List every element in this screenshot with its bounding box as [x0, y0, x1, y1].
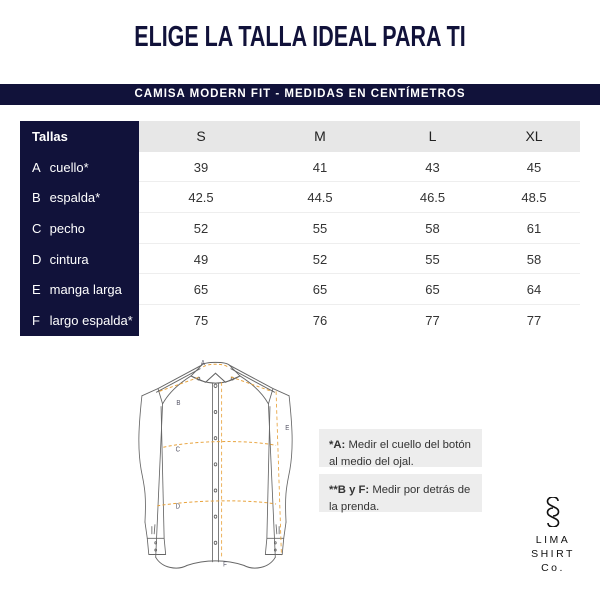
- svg-text:C: C: [176, 446, 181, 454]
- svg-text:F: F: [223, 561, 227, 569]
- svg-text:E: E: [285, 425, 290, 433]
- svg-text:D: D: [176, 503, 181, 511]
- svg-text:B: B: [176, 399, 181, 407]
- svg-text:A: A: [201, 360, 206, 368]
